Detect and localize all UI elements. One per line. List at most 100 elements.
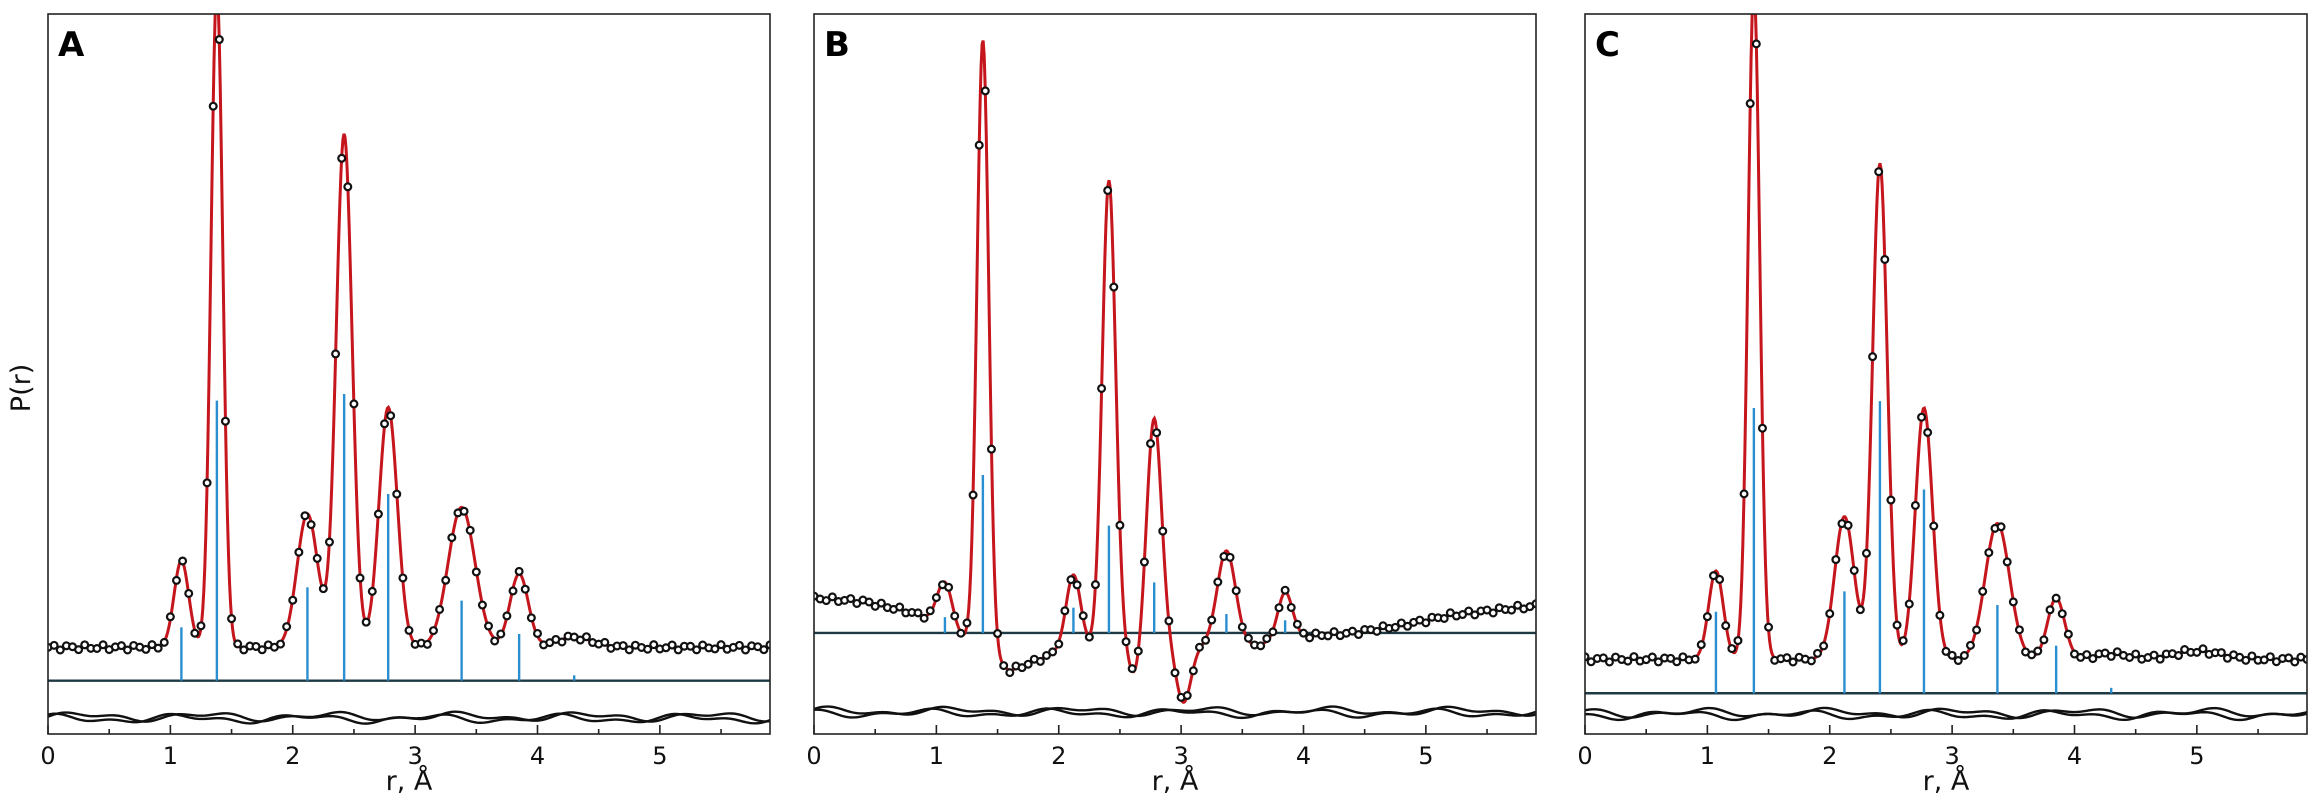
data-point [1721,621,1731,631]
data-point [1831,555,1841,565]
data-point [386,411,396,421]
plot-frame [47,13,771,735]
x-axis-title: r, Å [1152,765,1199,797]
data-point [1439,613,1449,623]
data-point [178,556,188,566]
data-point [2241,655,2251,665]
difference-curve [48,712,770,725]
data-point [1855,605,1865,615]
data-point [1237,622,1247,632]
data-point [1274,603,1284,613]
data-point [373,509,383,519]
data-point [1084,632,1094,642]
data-point [361,617,371,627]
data-point [1078,611,1088,621]
data-point [1604,657,1614,667]
x-tick-label: 0 [40,742,55,770]
data-point [2265,652,2275,662]
data-point [2216,648,2226,658]
data-point [2014,625,2024,635]
x-tick-label: 4 [530,742,545,770]
data-point [1421,618,1431,628]
data-point [1874,167,1884,177]
data-point [2008,597,2018,607]
data-point [1598,653,1608,663]
data-point [2045,605,2055,615]
data-point [999,661,1009,671]
data-point [214,35,224,45]
x-tick-label: 2 [285,742,300,770]
panel-label: B [824,25,850,65]
data-point [1170,668,1180,678]
data-point [2302,655,2307,664]
data-point [49,640,59,650]
data-point [1201,635,1211,645]
difference-curve [1585,708,2307,722]
data-point [165,612,175,622]
difference-curve [814,707,1536,720]
panel-label: A [58,25,85,65]
data-point [1329,627,1339,637]
x-tick-label: 0 [1577,742,1592,770]
fit-curve [814,40,1536,704]
data-point [2112,647,2122,657]
data-point [1898,636,1908,646]
plot-frame [1584,13,2308,735]
data-point [1917,412,1927,422]
data-point [1751,39,1761,49]
data-point [1035,656,1045,666]
data-point [2002,557,2012,567]
data-point [557,637,567,647]
data-point [2088,654,2098,664]
data-point [1133,646,1143,656]
data-point [1060,606,1070,616]
data-point [1354,630,1364,640]
data-point [239,645,249,655]
data-point [220,416,230,426]
panel-a: A 0 1 2 3 4 5 r, Å [40,13,771,797]
data-point [956,628,966,638]
x-tick-label: 1 [929,742,944,770]
data-point [2039,635,2049,645]
data-point [1959,650,1969,660]
data-point [208,101,218,111]
data-point [2051,593,2061,603]
data-point [1849,565,1859,575]
data-point [1880,254,1890,264]
x-tick-label: 5 [2189,742,2204,770]
data-point [2149,650,2159,660]
data-point [1268,627,1278,637]
data-point [1243,633,1253,643]
data-point [2198,644,2208,654]
data-point [1708,571,1718,581]
data-point [1935,610,1945,620]
data-point [1813,648,1823,658]
data-point [1213,577,1223,587]
data-point [925,606,935,616]
data-point [2290,657,2300,667]
data-point [649,640,659,650]
data-point [1629,652,1639,662]
data-point [520,584,530,594]
data-point [618,641,628,651]
data-point [2027,650,2037,660]
data-point [171,575,181,585]
data-point [643,644,653,654]
data-point [821,596,831,606]
data-point [2192,647,2202,657]
data-point [300,511,310,521]
plot-area [1585,14,2307,722]
data-point [435,604,445,614]
data-point [1323,631,1333,641]
data-point [759,645,769,655]
data-point [1513,600,1523,610]
data-point [1764,622,1774,632]
data-point [986,444,996,454]
data-point [1097,383,1107,393]
data-point [1653,657,1663,667]
data-point [294,547,304,557]
data-point [913,608,923,618]
panel-b: B 0 1 2 3 4 5 r, Å [806,13,1537,797]
data-point [1868,352,1878,362]
